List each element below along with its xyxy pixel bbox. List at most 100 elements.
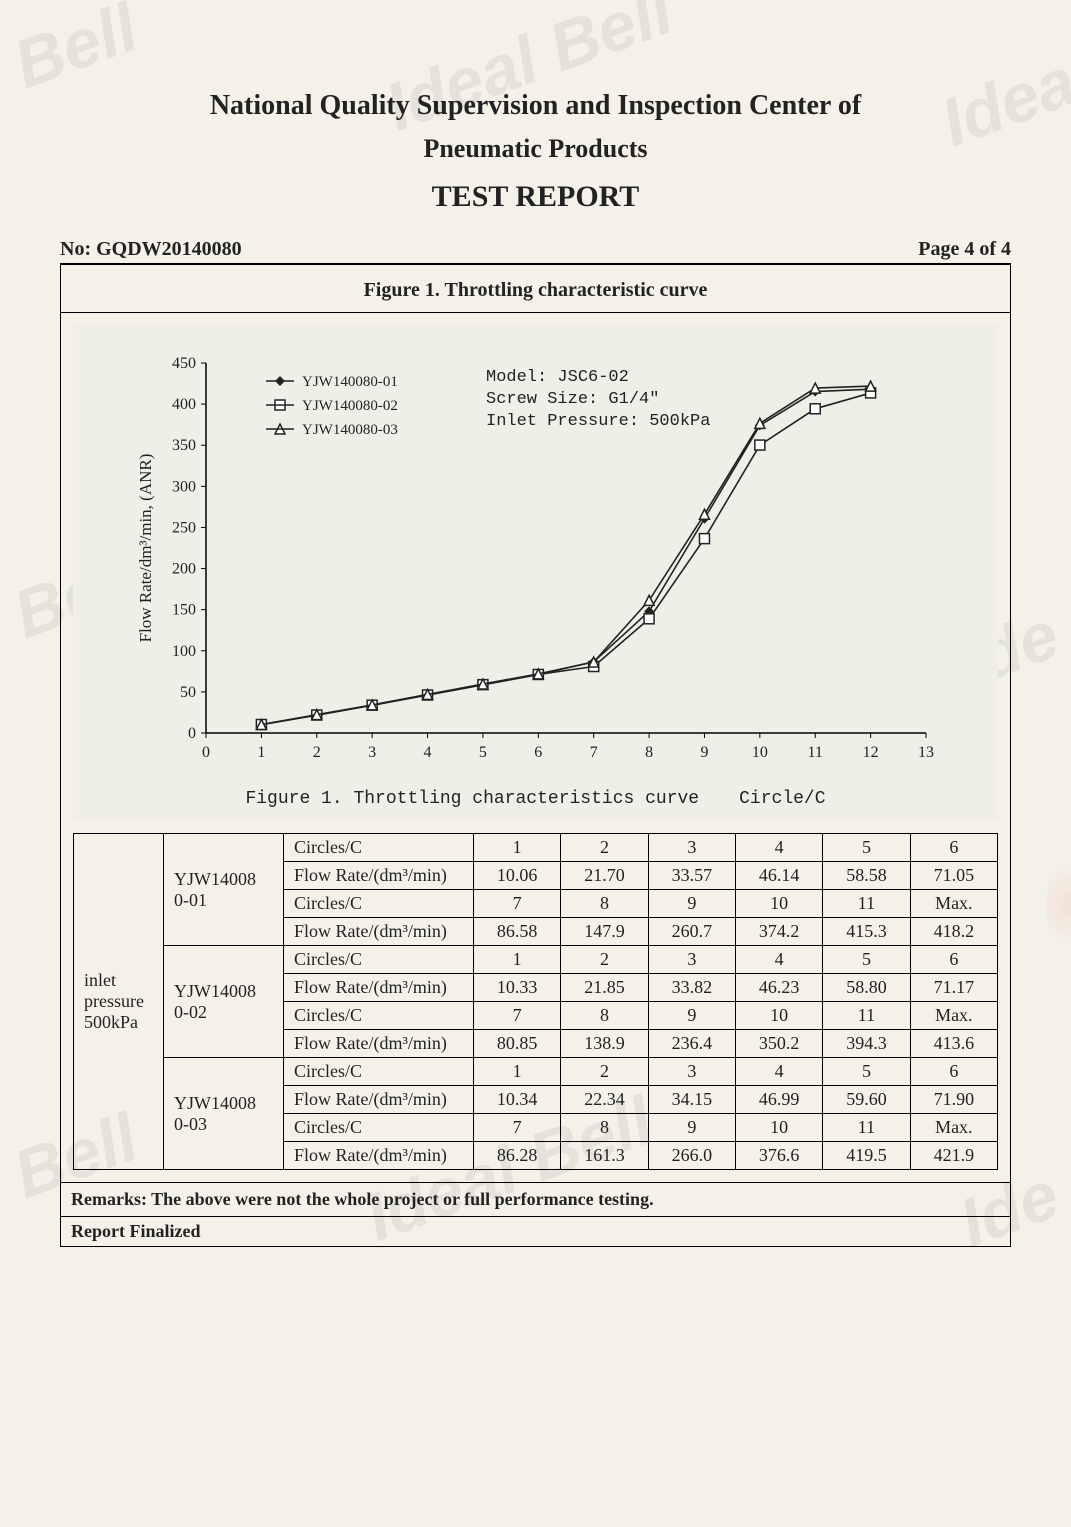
cell-circles: 7 [474,890,561,918]
cell-circles: 7 [474,1002,561,1030]
svg-text:100: 100 [172,643,196,660]
cell-circles: 9 [648,1002,735,1030]
svg-text:Model: JSC6-02: Model: JSC6-02 [486,368,629,387]
svg-text:50: 50 [180,684,196,701]
cell-circles: 8 [561,1114,648,1142]
cell-flow: 138.9 [561,1030,648,1058]
cell-circles: 11 [823,890,910,918]
row-label-flow: Flow Rate/(dm³/min) [284,1086,474,1114]
cell-circles: 2 [561,946,648,974]
cell-flow: 80.85 [474,1030,561,1058]
svg-text:400: 400 [172,396,196,413]
svg-text:2: 2 [312,744,320,761]
cell-circles: Max. [910,1114,997,1142]
cell-flow: 46.23 [735,974,822,1002]
svg-text:200: 200 [172,561,196,578]
cell-flow: 418.2 [910,918,997,946]
row-label-circles: Circles/C [284,890,474,918]
cell-flow: 46.99 [735,1086,822,1114]
cell-circles: 2 [561,834,648,862]
cell-flow: 419.5 [823,1142,910,1170]
svg-text:12: 12 [862,744,878,761]
cell-flow: 10.33 [474,974,561,1002]
svg-text:11: 11 [807,744,822,761]
cell-circles: 6 [910,946,997,974]
group-label: YJW140080-02 [164,946,284,1058]
cell-flow: 58.58 [823,862,910,890]
remarks-line: Remarks: The above were not the whole pr… [60,1183,1011,1217]
cell-circles: 7 [474,1114,561,1142]
cell-flow: 21.85 [561,974,648,1002]
cell-circles: 5 [823,834,910,862]
svg-text:YJW140080-02: YJW140080-02 [302,398,398,414]
cell-circles: 11 [823,1002,910,1030]
svg-text:0: 0 [202,744,210,761]
row-label-circles: Circles/C [284,1058,474,1086]
svg-text:4: 4 [423,744,431,761]
row-label-circles: Circles/C [284,946,474,974]
figure-container: Figure 1. Throttling characteristic curv… [60,265,1011,1183]
svg-text:350: 350 [172,437,196,454]
cell-flow: 34.15 [648,1086,735,1114]
cell-flow: 22.34 [561,1086,648,1114]
row-label-flow: Flow Rate/(dm³/min) [284,974,474,1002]
flow-data-table: inletpressure500kPaYJW140080-01Circles/C… [73,833,998,1170]
cell-circles: 5 [823,1058,910,1086]
cell-circles: 9 [648,890,735,918]
cell-circles: Max. [910,1002,997,1030]
cell-circles: 10 [735,1114,822,1142]
svg-text:8: 8 [645,744,653,761]
cell-flow: 415.3 [823,918,910,946]
cell-flow: 236.4 [648,1030,735,1058]
svg-text:Screw Size: G1/4": Screw Size: G1/4" [486,390,659,409]
cell-circles: 8 [561,1002,648,1030]
cell-flow: 33.82 [648,974,735,1002]
cell-flow: 376.6 [735,1142,822,1170]
cell-flow: 59.60 [823,1086,910,1114]
cell-circles: Max. [910,890,997,918]
cell-flow: 421.9 [910,1142,997,1170]
report-finalized: Report Finalized [60,1217,1011,1247]
svg-text:6: 6 [534,744,542,761]
cell-circles: 6 [910,1058,997,1086]
cell-flow: 413.6 [910,1030,997,1058]
svg-text:10: 10 [751,744,767,761]
cell-flow: 147.9 [561,918,648,946]
row-label-circles: Circles/C [284,834,474,862]
svg-text:YJW140080-03: YJW140080-03 [302,422,398,438]
row-label-flow: Flow Rate/(dm³/min) [284,1142,474,1170]
cell-flow: 260.7 [648,918,735,946]
row-label-flow: Flow Rate/(dm³/min) [284,1030,474,1058]
cell-flow: 10.06 [474,862,561,890]
cell-flow: 374.2 [735,918,822,946]
svg-text:1: 1 [257,744,265,761]
figure-title: Figure 1. Throttling characteristic curv… [61,273,1010,313]
svg-text:YJW140080-01: YJW140080-01 [302,374,398,390]
cell-circles: 3 [648,834,735,862]
cell-flow: 58.80 [823,974,910,1002]
group-label: YJW140080-03 [164,1058,284,1170]
cell-circles: 11 [823,1114,910,1142]
throttling-chart: 0501001502002503003504004500123456789101… [126,343,946,783]
svg-text:13: 13 [918,744,934,761]
cell-flow: 86.28 [474,1142,561,1170]
x-axis-unit: Circle/C [739,789,825,809]
cell-circles: 9 [648,1114,735,1142]
cell-flow: 71.05 [910,862,997,890]
cell-circles: 4 [735,834,822,862]
cell-flow: 394.3 [823,1030,910,1058]
cell-circles: 1 [474,1058,561,1086]
cell-circles: 4 [735,946,822,974]
cell-flow: 21.70 [561,862,648,890]
row-label-flow: Flow Rate/(dm³/min) [284,918,474,946]
org-title-line1: National Quality Supervision and Inspect… [60,90,1011,122]
cell-flow: 86.58 [474,918,561,946]
cell-circles: 3 [648,1058,735,1086]
svg-text:3: 3 [368,744,376,761]
cell-circles: 10 [735,1002,822,1030]
svg-text:150: 150 [172,602,196,619]
org-title-line2: Pneumatic Products [60,134,1011,164]
cell-circles: 3 [648,946,735,974]
svg-text:300: 300 [172,478,196,495]
cell-flow: 266.0 [648,1142,735,1170]
